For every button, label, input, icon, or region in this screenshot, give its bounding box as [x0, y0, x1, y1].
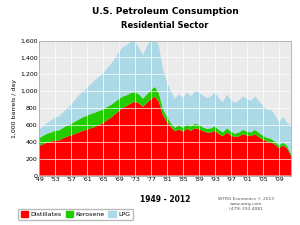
Text: Residential Sector: Residential Sector [121, 21, 209, 30]
Text: WTRG Economics © 2013
www.wtrg.com
(479) 293-4081: WTRG Economics © 2013 www.wtrg.com (479)… [218, 197, 274, 211]
Legend: Distillates, Kerosene, LPG: Distillates, Kerosene, LPG [18, 209, 133, 220]
Y-axis label: 1,000 barrels / day: 1,000 barrels / day [12, 79, 17, 137]
Text: U.S. Petroleum Consumption: U.S. Petroleum Consumption [92, 7, 238, 16]
Text: 1949 - 2012: 1949 - 2012 [140, 195, 190, 204]
